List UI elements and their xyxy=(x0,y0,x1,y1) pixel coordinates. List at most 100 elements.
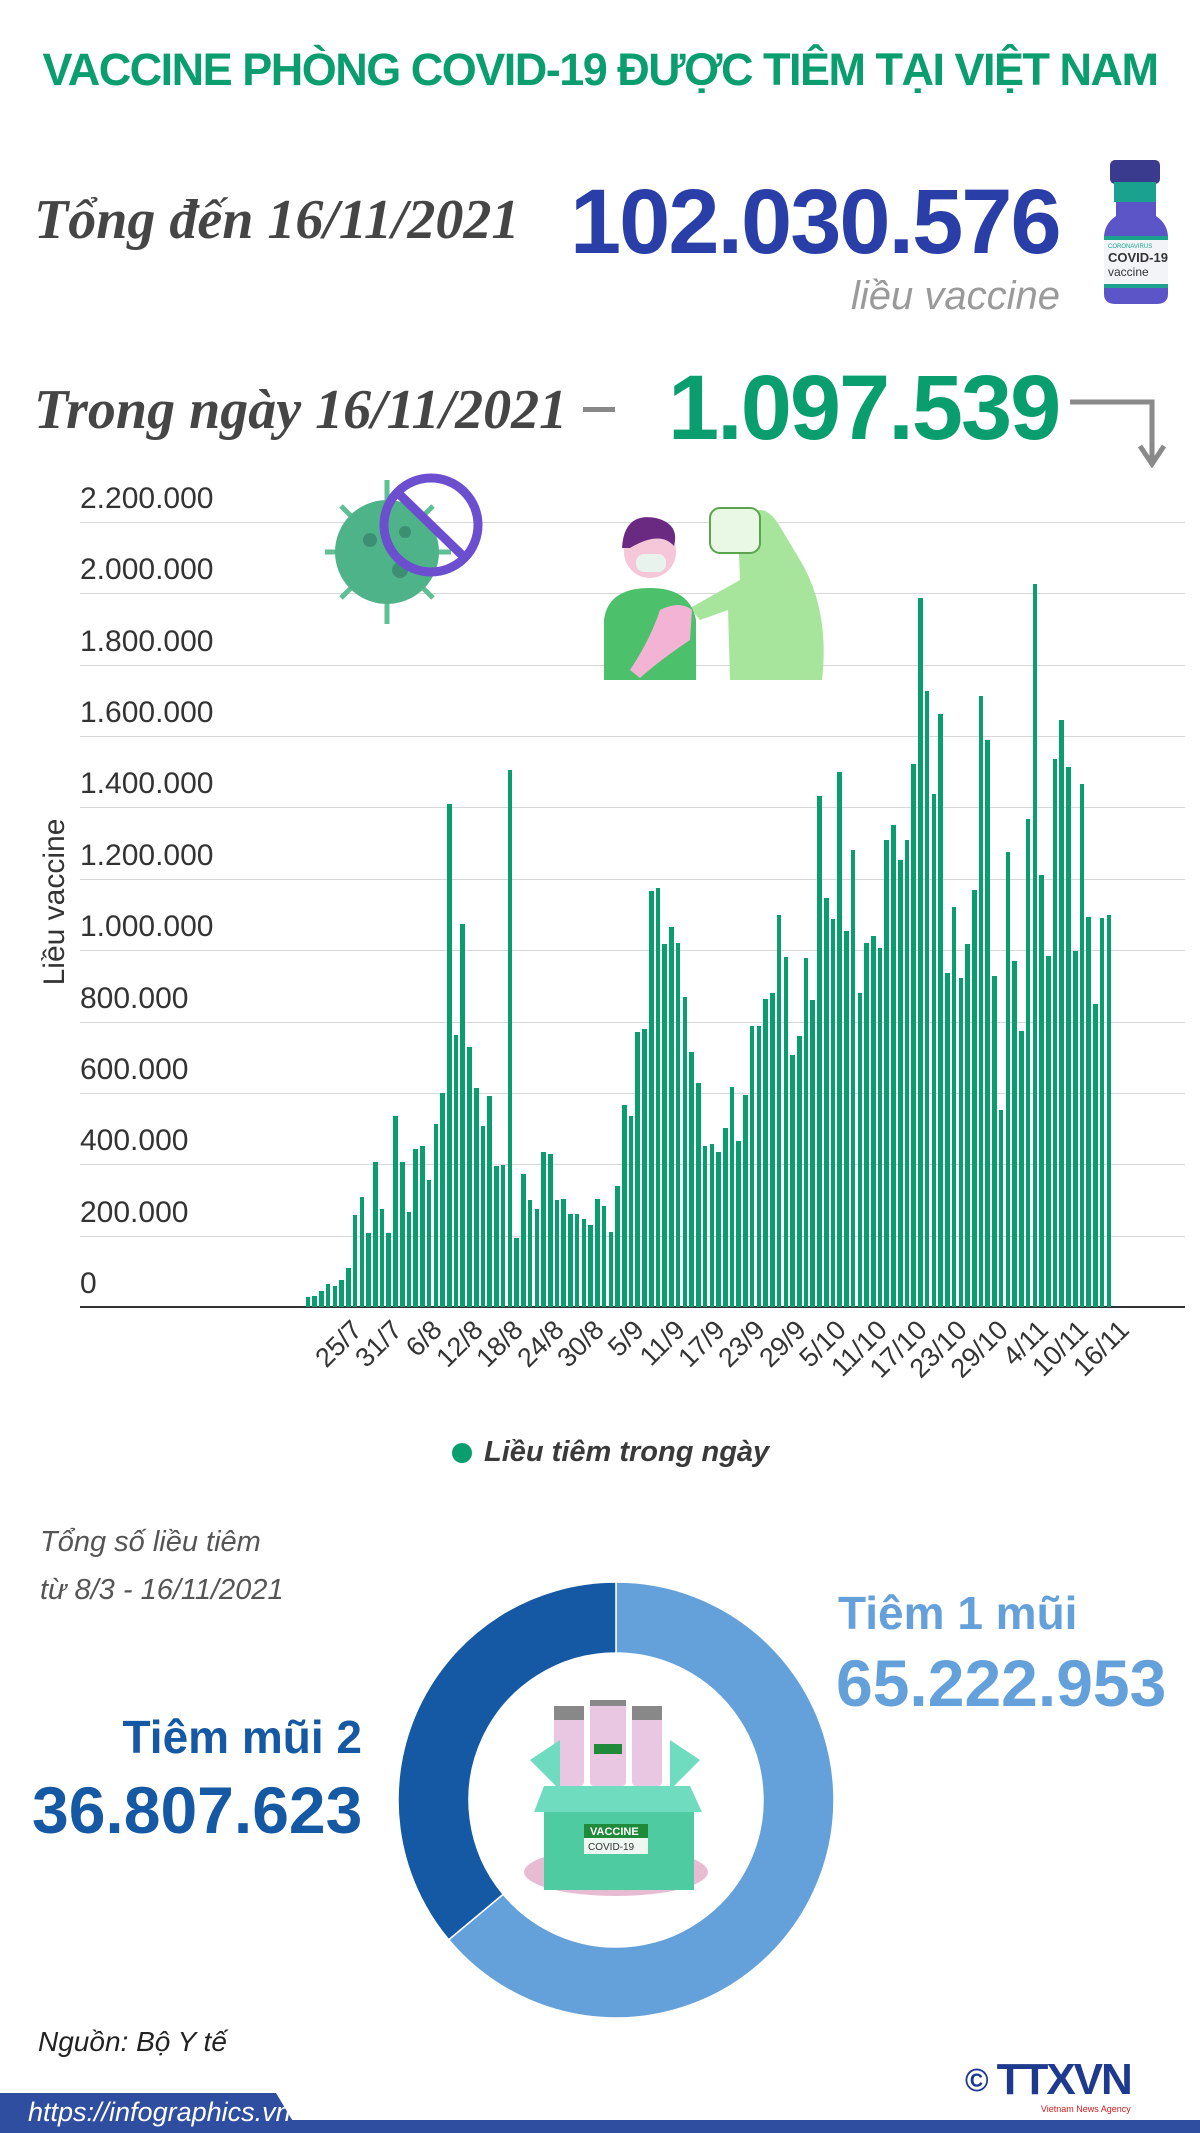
y-tick-label: 400.000 xyxy=(80,1124,189,1158)
gridline xyxy=(80,878,1185,880)
bar xyxy=(473,1087,479,1307)
bar xyxy=(871,936,876,1307)
bar xyxy=(433,1123,439,1307)
bar xyxy=(373,1162,378,1307)
bar xyxy=(635,1031,641,1307)
bar xyxy=(534,1208,540,1307)
bar xyxy=(494,1165,499,1307)
bar xyxy=(803,958,809,1307)
y-tick-label: 1.800.000 xyxy=(80,624,214,658)
bar xyxy=(574,1214,580,1307)
vaccine-box-icon: VACCINE COVID-19 xyxy=(524,1700,708,1896)
y-tick-label: 1.400.000 xyxy=(80,767,214,801)
bar xyxy=(622,1104,627,1307)
bar xyxy=(547,1153,553,1307)
bar xyxy=(736,1141,741,1307)
bar xyxy=(884,839,890,1307)
footer-url-box: https://infographics.vn xyxy=(0,2093,300,2133)
y-tick-label: 1.200.000 xyxy=(80,838,214,872)
bar xyxy=(1099,918,1105,1307)
bar xyxy=(675,942,681,1307)
bar xyxy=(521,1173,526,1307)
bar xyxy=(487,1096,492,1307)
box-label-top: VACCINE xyxy=(590,1826,639,1838)
legend-label: Liều tiêm trong ngày xyxy=(484,1436,770,1468)
bar xyxy=(406,1212,412,1307)
x-axis xyxy=(80,1306,1185,1308)
y-tick-label: 2.000.000 xyxy=(80,553,214,587)
bar xyxy=(669,926,674,1307)
bar xyxy=(1052,759,1058,1307)
donut-subtitle: từ 8/3 - 16/11/2021 xyxy=(40,1574,284,1606)
donut-title: Tổng số liều tiêm xyxy=(40,1526,261,1558)
bar xyxy=(864,942,869,1307)
chart-legend: Liều tiêm trong ngày xyxy=(452,1436,769,1469)
bar xyxy=(911,763,916,1307)
bar xyxy=(1079,783,1085,1307)
bar xyxy=(992,976,997,1307)
bar xyxy=(514,1238,519,1307)
gridline xyxy=(80,1092,1185,1094)
dose2-value: 36.807.623 xyxy=(32,1773,363,1847)
bar xyxy=(891,824,896,1307)
dose1-value: 65.222.953 xyxy=(836,1646,1167,1720)
bar xyxy=(897,859,903,1307)
bar xyxy=(971,889,977,1307)
bar xyxy=(460,923,466,1307)
bar xyxy=(1106,915,1112,1307)
bar xyxy=(595,1199,600,1307)
bar xyxy=(958,978,964,1307)
bar xyxy=(615,1186,620,1307)
bar xyxy=(507,770,513,1307)
bar xyxy=(877,948,883,1307)
bar xyxy=(628,1116,634,1307)
daily-label: Trong ngày 16/11/2021 xyxy=(34,379,568,441)
source-note: Nguồn: Bộ Y tế xyxy=(38,2026,227,2057)
bar xyxy=(965,943,970,1307)
y-tick-label: 800.000 xyxy=(80,981,189,1015)
bar xyxy=(413,1148,418,1307)
y-axis-title: Liều vaccine xyxy=(38,818,71,986)
bar xyxy=(722,1127,728,1307)
bar xyxy=(399,1162,405,1307)
bar xyxy=(1086,917,1091,1307)
gridline xyxy=(80,736,1185,738)
bar xyxy=(453,1035,459,1307)
bar xyxy=(763,998,768,1307)
bar xyxy=(1019,1030,1024,1307)
bar xyxy=(931,793,937,1307)
bar xyxy=(689,1052,694,1307)
dose-donut-chart xyxy=(397,1581,835,2019)
bar xyxy=(500,1164,506,1307)
vaccine-vial-icon: CORONAVIRUS COVID-19 vaccine xyxy=(1104,160,1168,304)
bar xyxy=(352,1214,358,1307)
page-title: VACCINE PHÒNG COVID-19 ĐƯỢC TIÊM TẠI VIỆ… xyxy=(42,44,1159,95)
arrow-down-icon xyxy=(1070,399,1167,468)
bar xyxy=(319,1291,324,1307)
bar xyxy=(1072,951,1078,1307)
copyright-icon: © xyxy=(965,2061,989,2098)
footer-url-link[interactable]: https://infographics.vn xyxy=(28,2097,291,2127)
bar xyxy=(1046,955,1051,1307)
bar xyxy=(743,1095,748,1307)
bar xyxy=(783,956,789,1307)
legend-dot xyxy=(452,1442,472,1463)
dose1-label: Tiêm 1 mũi xyxy=(838,1587,1078,1639)
bar xyxy=(1025,819,1031,1307)
bar xyxy=(823,897,829,1307)
bar xyxy=(346,1268,351,1307)
vial-label-3: vaccine xyxy=(1108,265,1149,279)
dash-divider xyxy=(583,407,615,412)
bar xyxy=(844,930,849,1307)
bar xyxy=(527,1200,533,1307)
bar xyxy=(1039,874,1044,1307)
bar xyxy=(325,1283,331,1307)
gridline xyxy=(80,950,1185,952)
bar xyxy=(951,907,957,1307)
bar xyxy=(998,1109,1004,1307)
bar xyxy=(945,973,950,1307)
total-label: Tổng đến 16/11/2021 xyxy=(34,189,520,251)
vial-label-1: CORONAVIRUS xyxy=(1108,244,1152,250)
bar xyxy=(386,1233,392,1307)
bar xyxy=(426,1179,432,1307)
